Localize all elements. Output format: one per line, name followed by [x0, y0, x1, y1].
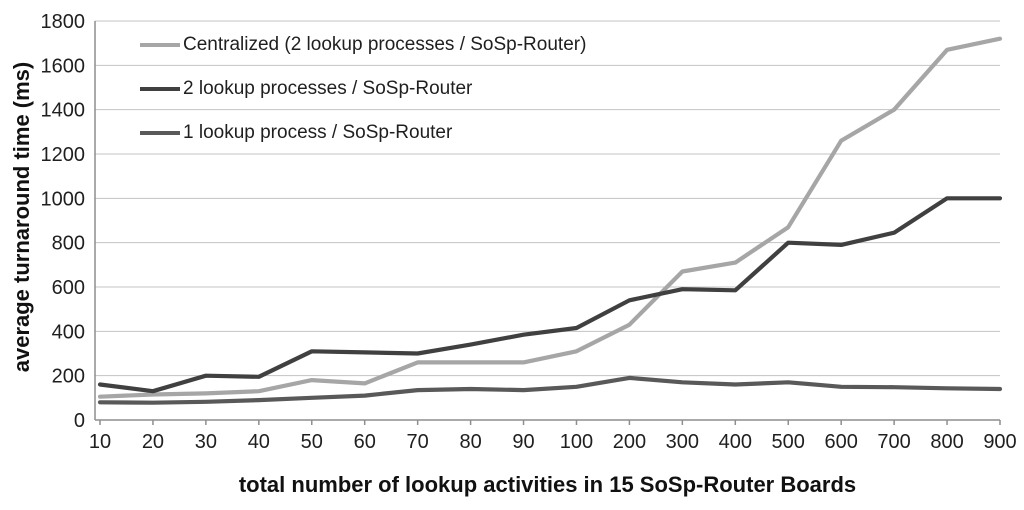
y-tick-label: 200 [52, 366, 85, 388]
legend-item: 1 lookup process / SoSp-Router [140, 121, 586, 144]
y-tick-label: 1400 [41, 100, 86, 122]
x-tick-label: 50 [301, 431, 323, 453]
x-tick-label: 90 [512, 431, 534, 453]
x-tick-label: 900 [983, 431, 1016, 453]
x-tick-label: 500 [772, 431, 805, 453]
y-tick-label: 600 [52, 277, 85, 299]
legend-item: Centralized (2 lookup processes / SoSp-R… [140, 33, 586, 56]
y-tick-label: 1600 [41, 55, 86, 77]
x-tick-label: 60 [354, 431, 376, 453]
x-tick-label: 30 [195, 431, 217, 453]
legend-label: 2 lookup processes / SoSp-Router [183, 77, 473, 99]
legend-label: 1 lookup process / SoSp-Router [183, 121, 453, 143]
legend-item: 2 lookup processes / SoSp-Router [140, 77, 586, 100]
y-axis-title: average turnaround time (ms) [9, 61, 34, 373]
x-tick-label: 600 [824, 431, 857, 453]
legend-line-swatch [140, 86, 180, 91]
y-tick-label: 1000 [41, 188, 86, 210]
x-tick-label: 10 [89, 431, 111, 453]
x-tick-label: 200 [613, 431, 646, 453]
y-tick-label: 0 [74, 410, 85, 432]
x-axis-title: total number of lookup activities in 15 … [238, 472, 857, 497]
series-line-2 [97, 375, 1003, 405]
x-tick-label: 700 [877, 431, 910, 453]
x-tick-label: 70 [407, 431, 429, 453]
series-line-1 [97, 196, 1003, 394]
legend-line-swatch [140, 130, 180, 135]
y-tick-label: 1800 [41, 11, 86, 33]
legend: Centralized (2 lookup processes / SoSp-R… [140, 33, 586, 165]
legend-label: Centralized (2 lookup processes / SoSp-R… [183, 33, 587, 55]
series-line-0 [97, 36, 1003, 399]
x-tick-label: 800 [930, 431, 963, 453]
x-tick-label: 400 [719, 431, 752, 453]
legend-line-swatch [140, 42, 180, 47]
x-tick-label: 300 [666, 431, 699, 453]
x-tick-label: 20 [142, 431, 164, 453]
y-tick-label: 800 [52, 233, 85, 255]
y-tick-label: 400 [52, 321, 85, 343]
x-tick-label: 100 [560, 431, 593, 453]
y-tick-label: 1200 [41, 144, 86, 166]
x-tick-label: 40 [248, 431, 270, 453]
x-tick-label: 80 [459, 431, 481, 453]
